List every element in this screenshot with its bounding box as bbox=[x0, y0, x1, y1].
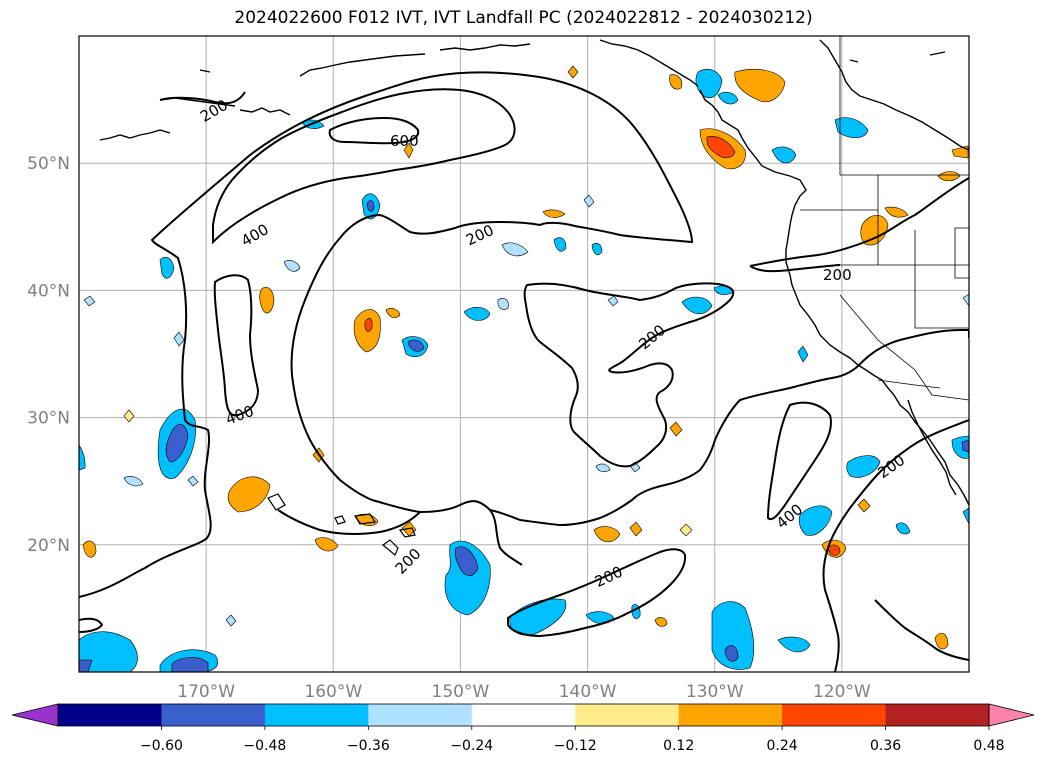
patch-nw-canada bbox=[734, 69, 786, 102]
contour-200-inner bbox=[523, 282, 735, 468]
contour-400-outer bbox=[212, 88, 516, 245]
contour-200-southeast bbox=[822, 471, 881, 672]
colorbar-tick-label: −0.36 bbox=[347, 738, 390, 754]
ivt-contours bbox=[79, 71, 969, 672]
colorbar: −0.60 −0.48 −0.36 −0.24 −0.12 0.12 0.24 0.36 0.4… bbox=[11, 703, 1035, 754]
lon-tick-label: 120°W bbox=[813, 682, 871, 702]
colorbar-tick-label: −0.48 bbox=[243, 738, 286, 754]
colorbar-segment bbox=[264, 704, 369, 726]
lat-tick-label: 40°N bbox=[27, 281, 70, 301]
islands bbox=[199, 51, 946, 556]
colorbar-segment bbox=[471, 704, 576, 726]
contour-200-east bbox=[749, 177, 969, 267]
lat-tick-label: 20°N bbox=[27, 536, 70, 556]
map-background bbox=[79, 36, 969, 672]
colorbar-extend-high bbox=[988, 703, 1035, 727]
contour-200-outer bbox=[79, 71, 694, 598]
contour-200-south bbox=[489, 329, 969, 527]
colorbar-segment bbox=[678, 704, 783, 726]
colorbar-outline bbox=[57, 703, 990, 727]
lon-tick-label: 170°W bbox=[177, 682, 235, 702]
negative-pc-patches bbox=[79, 68, 969, 672]
contour-label: 200 bbox=[823, 266, 852, 284]
latitude-labels: 20°N 30°N 40°N 50°N bbox=[27, 154, 70, 556]
lon-tick-label: 150°W bbox=[432, 682, 490, 702]
lon-tick-label: 130°W bbox=[686, 682, 744, 702]
colorbar-segment bbox=[885, 704, 990, 726]
colorbar-tick-label: 0.12 bbox=[663, 738, 694, 754]
contour-label: 600 bbox=[390, 132, 419, 150]
contour-400-east bbox=[766, 401, 832, 521]
colorbar-segment bbox=[368, 704, 473, 726]
longitude-labels: 170°W 160°W 150°W 140°W 130°W 120°W bbox=[177, 682, 871, 702]
lon-tick-label: 160°W bbox=[304, 682, 362, 702]
contour-200-bottom-left bbox=[79, 617, 104, 633]
colorbar-tick-label: 0.48 bbox=[973, 738, 1004, 754]
patch-oregon bbox=[860, 214, 889, 246]
patch-south-3 bbox=[711, 601, 755, 670]
contour-200-bottom bbox=[507, 548, 687, 638]
contour-400-west bbox=[213, 274, 260, 417]
colorbar-tick-label: −0.24 bbox=[450, 738, 493, 754]
contour-200-topleft bbox=[159, 91, 246, 105]
colorbar-tick-label: 0.24 bbox=[767, 738, 798, 754]
colorbar-segment bbox=[161, 704, 266, 726]
colorbar-segment bbox=[575, 704, 680, 726]
state-borders bbox=[800, 36, 969, 401]
contour-600 bbox=[328, 116, 420, 145]
lat-tick-label: 50°N bbox=[27, 154, 70, 174]
map-title: 2024022600 F012 IVT, IVT Landfall PC (20… bbox=[234, 8, 813, 28]
colorbar-segment bbox=[58, 704, 162, 726]
colorbar-tick-label: −0.60 bbox=[140, 738, 183, 754]
lat-tick-label: 30°N bbox=[27, 409, 70, 429]
coastlines bbox=[99, 39, 969, 506]
lon-tick-label: 140°W bbox=[559, 682, 617, 702]
colorbar-extend-low bbox=[11, 703, 59, 727]
patch-west-center bbox=[227, 476, 271, 513]
baja-peninsula bbox=[907, 399, 957, 496]
map-frame bbox=[78, 35, 970, 673]
colorbar-tick-label: 0.36 bbox=[870, 738, 901, 754]
north-america-coast bbox=[699, 89, 969, 506]
colorbar-tick-label: −0.12 bbox=[554, 738, 597, 754]
colorbar-segment bbox=[782, 704, 887, 726]
